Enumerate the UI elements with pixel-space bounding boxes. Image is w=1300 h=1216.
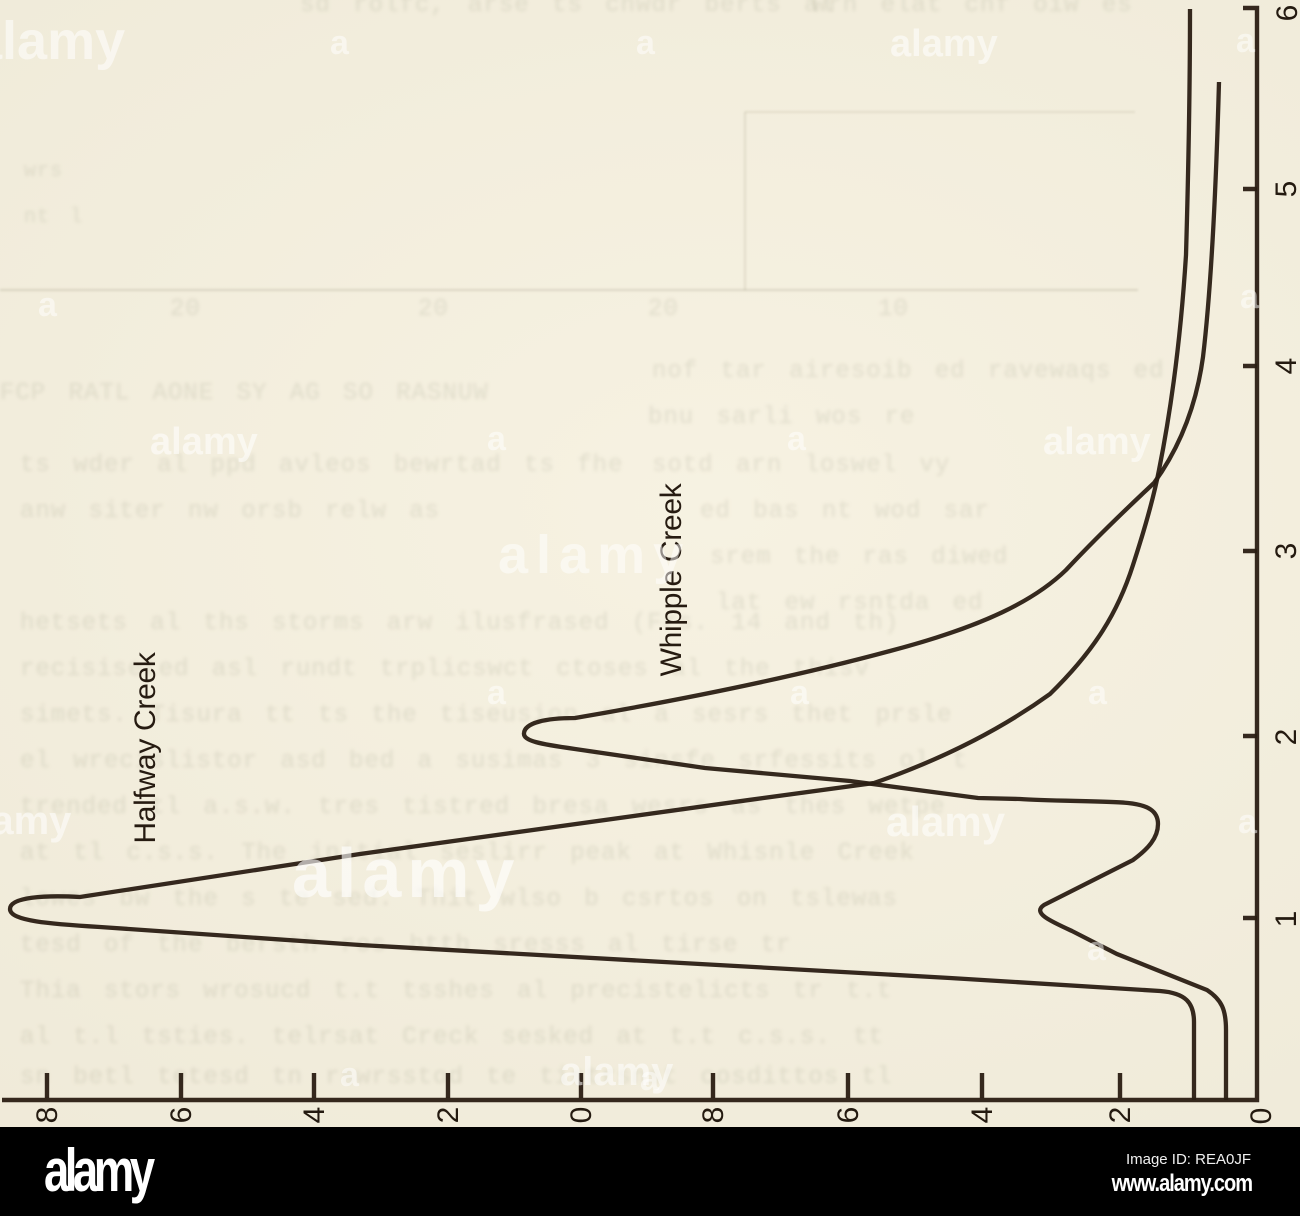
svg-text:6: 6 bbox=[832, 1107, 865, 1124]
svg-text:0: 0 bbox=[1245, 1108, 1278, 1125]
svg-text:2: 2 bbox=[1270, 729, 1300, 746]
svg-text:2: 2 bbox=[432, 1107, 465, 1124]
svg-text:0: 0 bbox=[565, 1107, 598, 1124]
svg-text:4: 4 bbox=[1270, 358, 1300, 375]
svg-text:4: 4 bbox=[298, 1107, 331, 1124]
svg-text:3: 3 bbox=[1270, 543, 1300, 560]
svg-text:1: 1 bbox=[1270, 911, 1300, 928]
svg-text:5: 5 bbox=[1270, 181, 1300, 198]
svg-text:2: 2 bbox=[1104, 1107, 1137, 1124]
svg-text:8: 8 bbox=[31, 1107, 64, 1124]
svg-text:6: 6 bbox=[165, 1107, 198, 1124]
svg-text:8: 8 bbox=[697, 1107, 730, 1124]
svg-text:4: 4 bbox=[966, 1107, 999, 1124]
svg-text:6: 6 bbox=[1271, 5, 1300, 22]
